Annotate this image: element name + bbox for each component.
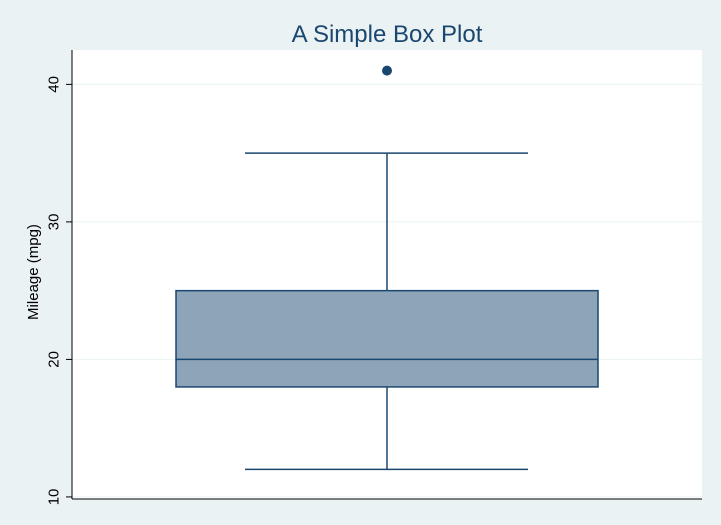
chart-title: A Simple Box Plot [292, 21, 483, 48]
box-plot-layer [175, 65, 599, 471]
y-axis-ticks: 10 20 30 40 [46, 76, 72, 506]
y-tick-label-40: 40 [46, 76, 63, 93]
y-axis-label: Mileage (mpg) [25, 224, 42, 320]
outlier-point-0 [382, 65, 392, 76]
y-tick-label-10: 10 [46, 489, 63, 506]
iqr-box [175, 289, 599, 388]
y-tick-label-30: 30 [46, 214, 63, 231]
y-tick-label-20: 20 [46, 351, 63, 368]
